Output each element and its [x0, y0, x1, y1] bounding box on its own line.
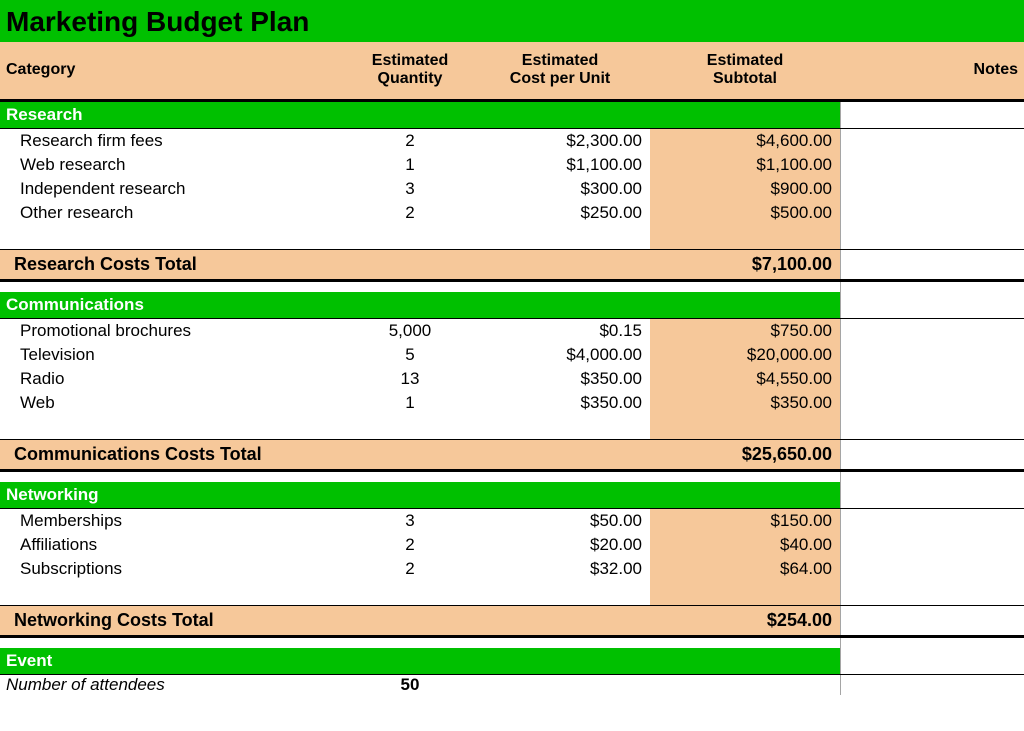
page-title: Marketing Budget Plan	[6, 6, 1018, 38]
row-quantity: 2	[350, 533, 470, 557]
row-quantity: 3	[350, 509, 470, 533]
total-value: $254.00	[650, 606, 840, 635]
row-quantity: 3	[350, 177, 470, 201]
table-row: Affiliations2$20.00$40.00	[0, 533, 1024, 557]
section-total-row: Networking Costs Total$254.00	[0, 605, 1024, 638]
row-notes	[840, 557, 1024, 581]
row-subtotal: $4,550.00	[650, 367, 840, 391]
event-attendees-row: Number of attendees 50	[0, 675, 1024, 695]
section-name: Research	[0, 102, 350, 128]
section-heading: Research	[0, 102, 1024, 129]
attendees-label: Number of attendees	[0, 675, 350, 695]
table-row: Other research2$250.00$500.00	[0, 201, 1024, 225]
row-notes	[840, 509, 1024, 533]
table-row: Web1$350.00$350.00	[0, 391, 1024, 415]
table-row: Independent research3$300.00$900.00	[0, 177, 1024, 201]
row-notes	[840, 319, 1024, 343]
row-label: Radio	[0, 367, 350, 391]
header-cost-per-unit: Estimated Cost per Unit	[470, 42, 650, 99]
row-quantity: 2	[350, 557, 470, 581]
section-name: Communications	[0, 292, 350, 318]
row-label: Research firm fees	[0, 129, 350, 153]
row-subtotal: $350.00	[650, 391, 840, 415]
total-label: Communications Costs Total	[0, 440, 650, 469]
row-subtotal: $64.00	[650, 557, 840, 581]
total-value: $7,100.00	[650, 250, 840, 279]
row-quantity: 2	[350, 201, 470, 225]
row-quantity: 5	[350, 343, 470, 367]
spacer-row	[0, 415, 1024, 439]
row-notes	[840, 391, 1024, 415]
row-cost: $1,100.00	[470, 153, 650, 177]
header-subtotal: Estimated Subtotal	[650, 42, 840, 99]
row-quantity: 5,000	[350, 319, 470, 343]
row-quantity: 2	[350, 129, 470, 153]
row-subtotal: $4,600.00	[650, 129, 840, 153]
row-label: Web	[0, 391, 350, 415]
row-cost: $250.00	[470, 201, 650, 225]
row-cost: $350.00	[470, 391, 650, 415]
header-notes: Notes	[840, 42, 1024, 99]
row-label: Independent research	[0, 177, 350, 201]
table-row: Subscriptions2$32.00$64.00	[0, 557, 1024, 581]
row-quantity: 1	[350, 391, 470, 415]
row-notes	[840, 201, 1024, 225]
section-total-row: Research Costs Total$7,100.00	[0, 249, 1024, 282]
row-cost: $50.00	[470, 509, 650, 533]
row-cost: $0.15	[470, 319, 650, 343]
table-row: Promotional brochures5,000$0.15$750.00	[0, 319, 1024, 343]
total-label: Research Costs Total	[0, 250, 650, 279]
total-label: Networking Costs Total	[0, 606, 650, 635]
spacer-row	[0, 225, 1024, 249]
title-bar: Marketing Budget Plan	[0, 0, 1024, 42]
row-cost: $350.00	[470, 367, 650, 391]
row-subtotal: $1,100.00	[650, 153, 840, 177]
row-notes	[840, 129, 1024, 153]
row-notes	[840, 533, 1024, 557]
row-cost: $4,000.00	[470, 343, 650, 367]
column-headers: Category Estimated Quantity Estimated Co…	[0, 42, 1024, 102]
attendees-value: 50	[350, 675, 470, 695]
table-row: Television5$4,000.00$20,000.00	[0, 343, 1024, 367]
row-notes	[840, 153, 1024, 177]
row-notes	[840, 343, 1024, 367]
row-cost: $2,300.00	[470, 129, 650, 153]
row-subtotal: $20,000.00	[650, 343, 840, 367]
row-label: Other research	[0, 201, 350, 225]
row-label: Promotional brochures	[0, 319, 350, 343]
row-label: Subscriptions	[0, 557, 350, 581]
row-cost: $32.00	[470, 557, 650, 581]
row-label: Memberships	[0, 509, 350, 533]
row-label: Web research	[0, 153, 350, 177]
row-cost: $300.00	[470, 177, 650, 201]
row-subtotal: $40.00	[650, 533, 840, 557]
total-value: $25,650.00	[650, 440, 840, 469]
row-label: Affiliations	[0, 533, 350, 557]
section-total-row: Communications Costs Total$25,650.00	[0, 439, 1024, 472]
header-quantity: Estimated Quantity	[350, 42, 470, 99]
table-row: Radio13$350.00$4,550.00	[0, 367, 1024, 391]
row-subtotal: $900.00	[650, 177, 840, 201]
row-subtotal: $150.00	[650, 509, 840, 533]
row-subtotal: $500.00	[650, 201, 840, 225]
row-notes	[840, 177, 1024, 201]
row-cost: $20.00	[470, 533, 650, 557]
section-heading-event: Event	[0, 648, 1024, 675]
row-quantity: 13	[350, 367, 470, 391]
table-row: Research firm fees2$2,300.00$4,600.00	[0, 129, 1024, 153]
spacer-row	[0, 581, 1024, 605]
row-notes	[840, 367, 1024, 391]
row-quantity: 1	[350, 153, 470, 177]
section-heading: Communications	[0, 292, 1024, 319]
section-name: Networking	[0, 482, 350, 508]
section-heading: Networking	[0, 482, 1024, 509]
row-label: Television	[0, 343, 350, 367]
table-row: Web research1$1,100.00$1,100.00	[0, 153, 1024, 177]
header-category: Category	[0, 42, 350, 99]
table-row: Memberships3$50.00$150.00	[0, 509, 1024, 533]
row-subtotal: $750.00	[650, 319, 840, 343]
